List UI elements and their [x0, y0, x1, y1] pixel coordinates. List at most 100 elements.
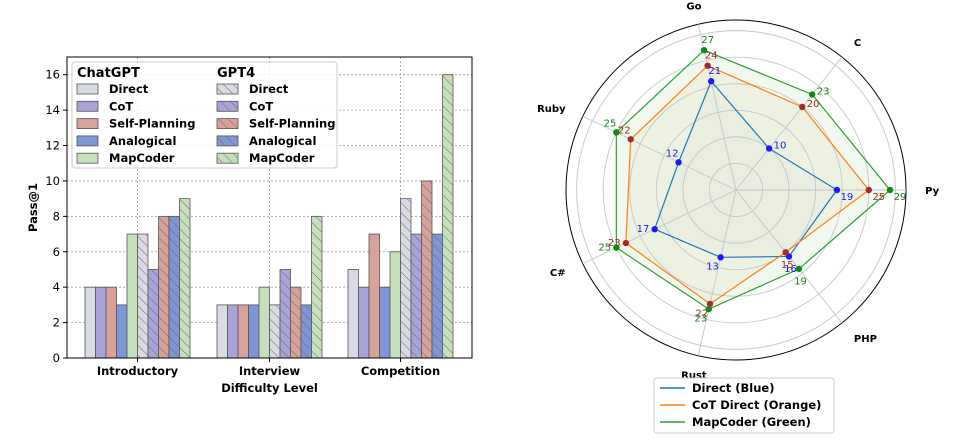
radar-point-direct-blue-c: [651, 225, 658, 233]
bar-gpt4-direct-competition-hatch: [400, 198, 411, 358]
bar-chatgpt-mapcoder-interview: [258, 286, 270, 359]
radar-fills: [616, 50, 891, 310]
bar-y-tick-label: 16: [45, 68, 60, 82]
legend-group-title-gpt4: GPT4: [217, 66, 255, 81]
radar-value-label-mapcoder-green-ruby: 25: [604, 119, 617, 130]
bar-chatgpt-analogical-interview: [248, 304, 260, 359]
bar-chatgpt-direct-introductory: [84, 286, 96, 359]
radar-point-mapcoder-green-ruby: [613, 129, 620, 136]
radar-value-label-mapcoder-green-c: 23: [817, 86, 830, 97]
bar-y-tick-label: 2: [53, 316, 60, 330]
radar-value-label-mapcoder-green-php: 19: [794, 276, 807, 287]
legend-swatch-chatgpt-direct: [76, 83, 99, 95]
radar-value-label-direct-blue-py: 19: [841, 192, 854, 203]
bar-chatgpt-self-planning-interview: [237, 304, 249, 359]
legend-label-gpt4-direct: Direct: [249, 82, 289, 96]
radar-legend-label-cot-direct-orange: CoT Direct (Orange): [692, 398, 821, 412]
bar-chatgpt-cot-competition: [358, 286, 370, 359]
radar-point-mapcoder-green-rust: [705, 305, 713, 313]
radar-fill-mapcoder-green: [616, 50, 891, 310]
radar-spoke: [582, 115, 737, 191]
radar-point-direct-blue-go: [707, 78, 715, 85]
bar-gpt4-cot-introductory-hatch: [148, 269, 159, 358]
bar-x-tick-label: Competition: [361, 364, 440, 378]
bar-gpt4-mapcoder-interview-hatch: [311, 216, 322, 358]
legend-group-title-chatgpt: ChatGPT: [77, 66, 140, 81]
radar-point-mapcoder-green-php: [795, 265, 803, 273]
legend-label-gpt4-cot: CoT: [249, 99, 273, 113]
bar-x-tick-label: Introductory: [97, 364, 179, 378]
bar-chatgpt-self-planning-competition: [368, 233, 380, 359]
radar-value-label-mapcoder-green-go: 27: [701, 35, 714, 46]
bar-y-axis-label: Pass@1: [26, 183, 40, 232]
bar-x-ticks: Introductory Interview Competition: [97, 358, 440, 378]
radar-value-label-direct-blue-go: 21: [708, 66, 721, 77]
legend-swatch-chatgpt-self-planning: [76, 118, 99, 129]
radar-legend-label-mapcoder-green: MapCoder (Green): [692, 415, 811, 429]
bar-gpt4-self-planning-interview-hatch: [290, 287, 301, 358]
bar-gpt4-analogical-introductory-hatch: [169, 216, 180, 358]
radar-value-label-cot-direct-orange-ruby: 22: [618, 126, 631, 137]
legend-swatch-chatgpt-mapcoder: [76, 152, 99, 164]
legend-swatch-hatch: [217, 153, 238, 164]
bar-y-tick-label: 8: [53, 209, 60, 223]
radar-axis-label-c: C#: [550, 268, 566, 279]
radar-point-mapcoder-green-c: [613, 244, 620, 251]
radar-point-cot-direct-orange-ruby: [627, 136, 634, 143]
radar-value-label-cot-direct-orange-php: 15: [781, 260, 794, 271]
radar-value-label-cot-direct-orange-c: 23: [608, 238, 621, 249]
legend-label-chatgpt-self-planning: Self-Planning: [109, 117, 195, 131]
bar-gpt4-self-planning-introductory-hatch: [158, 216, 169, 358]
radar-legend: Direct (Blue) CoT Direct (Orange) MapCoder…: [653, 377, 835, 434]
bar-gpt4-direct-interview-hatch: [269, 304, 280, 358]
radar-value-label-direct-blue-c: 10: [774, 140, 787, 151]
radar-value-label-mapcoder-green-py: 29: [894, 192, 907, 203]
bar-y-tick-label: 4: [53, 280, 60, 294]
bar-gpt4-mapcoder-introductory-hatch: [179, 198, 190, 358]
bar-chatgpt-cot-interview: [227, 304, 239, 359]
bar-chatgpt-cot-introductory: [95, 286, 107, 359]
legend-swatch-hatch: [217, 101, 238, 112]
radar-value-label-direct-blue-ruby: 12: [666, 149, 679, 160]
radar-value-label-mapcoder-green-c: 25: [598, 243, 611, 254]
radar-line-cot-direct-orange: [625, 64, 870, 305]
radar-point-mapcoder-green-go: [700, 46, 708, 54]
radar-legend-label-direct-blue: Direct (Blue): [692, 381, 774, 395]
radar-point-cot-direct-orange-py: [865, 186, 873, 194]
bar-legend: ChatGPT GPT4 Direct CoT Self-Planning Analo…: [71, 61, 338, 169]
bar-chatgpt-mapcoder-introductory: [126, 233, 138, 359]
bar-y-tick-label: 14: [45, 103, 60, 117]
bar-legend-box: [71, 61, 338, 169]
legend-label-chatgpt-analogical: Analogical: [109, 134, 176, 148]
radar-spoke: [697, 189, 737, 356]
radar-value-label-mapcoder-green-rust: 23: [694, 314, 707, 325]
bar-chatgpt-direct-interview: [216, 304, 228, 359]
legend-label-gpt4-mapcoder: MapCoder: [249, 151, 315, 165]
radar-point-direct-blue-py: [833, 186, 841, 194]
bar-y-tick-label: 6: [53, 245, 60, 259]
radar-point-direct-blue-rust: [717, 254, 724, 261]
bar-y-tick-label: 0: [53, 351, 60, 365]
radar-value-label-cot-direct-orange-rust: 22: [696, 308, 709, 319]
bar-y-ticks: 0 2 4 6 8 10 12 14 16: [45, 68, 67, 365]
radar-points: [613, 46, 894, 313]
bar-gpt4-analogical-competition-hatch: [432, 234, 443, 358]
bar-x-tick-label: Interview: [239, 364, 301, 378]
legend-swatch-hatch: [217, 84, 238, 94]
bar-gpt4-cot-interview-hatch: [280, 269, 291, 358]
legend-label-gpt4-self-planning: Self-Planning: [249, 117, 335, 131]
bar-legend-items: Direct CoT Self-Planning Analogical MapCoder…: [76, 82, 335, 165]
radar-axis-labels: Py C Go Ruby C# Rust PHP: [537, 2, 940, 382]
bar-chatgpt-analogical-competition: [379, 286, 391, 359]
radar-axis-label-c: C: [854, 38, 861, 49]
legend-label-chatgpt-direct: Direct: [109, 82, 149, 96]
bar-gpt4-self-planning-competition-hatch: [421, 180, 432, 358]
radar-line-mapcoder-green: [615, 49, 891, 310]
radar-axis-label-rust: Rust: [681, 370, 707, 381]
radar-value-label-cot-direct-orange-go: 24: [705, 51, 718, 62]
radar-value-label-cot-direct-orange-py: 25: [872, 192, 885, 203]
bar-chatgpt-direct-competition: [347, 269, 359, 359]
bar-y-tick-label: 12: [45, 139, 60, 153]
bar-chatgpt-analogical-introductory: [116, 304, 128, 359]
